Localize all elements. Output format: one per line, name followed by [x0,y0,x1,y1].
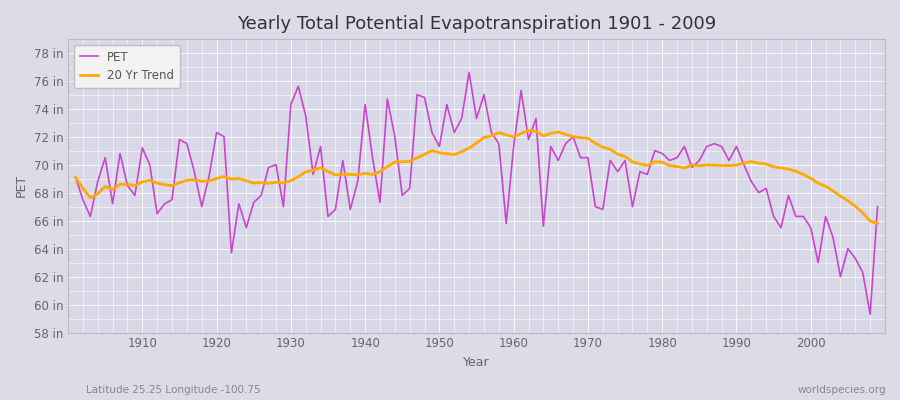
X-axis label: Year: Year [464,356,490,369]
20 Yr Trend [500,132,511,137]
Line: PET: PET [76,72,878,314]
20 Yr Trend [338,172,348,177]
PET [865,312,876,317]
Line: 20 Yr Trend: 20 Yr Trend [76,130,878,223]
20 Yr Trend [605,147,616,152]
Text: Latitude 25.25 Longitude -100.75: Latitude 25.25 Longitude -100.75 [86,385,260,395]
20 Yr Trend [508,134,519,139]
Title: Yearly Total Potential Evapotranspiration 1901 - 2009: Yearly Total Potential Evapotranspiratio… [237,15,716,33]
PET [872,204,883,209]
20 Yr Trend [523,128,534,133]
Legend: PET, 20 Yr Trend: PET, 20 Yr Trend [74,45,180,88]
PET [464,70,474,75]
PET [338,158,348,163]
PET [516,88,526,93]
20 Yr Trend [70,175,81,180]
Text: worldspecies.org: worldspecies.org [798,385,886,395]
PET [70,175,81,180]
20 Yr Trend [872,221,883,226]
Y-axis label: PET: PET [15,174,28,197]
PET [292,84,303,89]
20 Yr Trend [130,183,140,188]
PET [130,193,140,198]
PET [508,144,519,149]
PET [605,158,616,163]
20 Yr Trend [292,174,303,179]
